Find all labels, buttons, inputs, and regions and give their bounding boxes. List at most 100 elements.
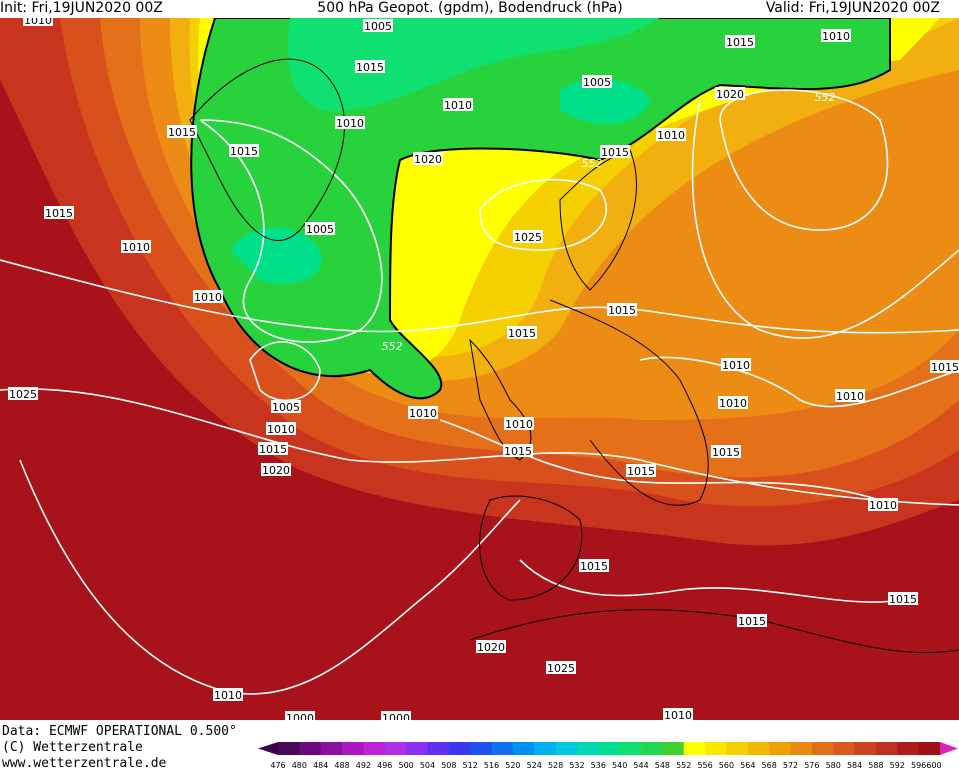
colorbar-label: 516 (484, 761, 499, 770)
isobar-label-box (930, 360, 959, 373)
isobar-label: 1015 (712, 446, 740, 459)
isobar (199, 119, 383, 343)
colorbar-swatch (427, 742, 450, 755)
isobar-label: 1015 (230, 145, 258, 158)
isobar (691, 99, 959, 339)
field-540 (560, 79, 650, 124)
colorbar-label: 528 (548, 761, 563, 770)
isobar-label-box (121, 240, 151, 253)
isobar-label-box (582, 75, 612, 88)
colorbar-label: 488 (334, 761, 349, 770)
isobar-label-box (23, 18, 53, 26)
isobar-label-box (503, 444, 533, 457)
isobar-label: 1005 (272, 401, 300, 414)
isobar-label-box (718, 396, 748, 409)
colorbar-swatch (897, 742, 920, 755)
isobar-label: 552 (582, 157, 603, 170)
colorbar-swatch (747, 742, 770, 755)
isobar (249, 341, 321, 402)
isobar-label: 1010 (836, 390, 864, 403)
isobar-label-box (513, 230, 543, 243)
colorbar-label: 508 (441, 761, 456, 770)
isobar-label-box (715, 87, 745, 100)
colorbar-label: 556 (697, 761, 712, 770)
isobar (479, 178, 607, 251)
isobar-label: 1010 (657, 129, 685, 142)
isobar-label: 1015 (931, 361, 959, 374)
isobar-label: 1025 (514, 231, 542, 244)
isobar-label: 1010 (505, 418, 533, 431)
map: 1010 1005 1015 1010 1015 1005 1015 1010 1010 1020… (0, 14, 959, 725)
isobar (0, 259, 959, 334)
website: www.wetterzentrale.de (2, 756, 167, 770)
isobar-label: 1015 (168, 126, 196, 139)
colorbar-label: 512 (463, 761, 478, 770)
isobar-label-box (355, 60, 385, 73)
isobar-label: 1010 (122, 241, 150, 254)
colorbar-swatch (662, 742, 685, 755)
isobar-label-box (835, 389, 865, 402)
colorbar-label: 480 (292, 761, 307, 770)
field-544 (287, 18, 660, 112)
isobar-label-box (737, 614, 767, 627)
isobar-label: 1010 (869, 499, 897, 512)
colorbar-label: 560 (719, 761, 734, 770)
colorbar-label: 584 (847, 761, 862, 770)
map-title: 500 hPa Geopot. (gpdm), Bodendruck (hPa) (317, 0, 622, 16)
isobar-labels: 1010 1005 1015 1010 1015 1005 1015 1010 1010 1020… (8, 14, 959, 725)
colorbar-swatch (534, 742, 557, 755)
isobar-label-box (607, 303, 637, 316)
isobar-label: 1010 (24, 14, 52, 27)
colorbar-label: 592 (890, 761, 905, 770)
isobar-label-box (363, 19, 393, 32)
colorbar-swatch (448, 742, 471, 755)
colorbar-swatch (406, 742, 428, 755)
isobar-label-box (285, 711, 315, 720)
isobar-label-box (546, 661, 576, 674)
isobar-label: 1015 (738, 615, 766, 628)
colorbar-label: 500 (398, 761, 413, 770)
init-time: Init: Fri,19JUN2020 00Z (0, 0, 163, 16)
isobar-label-box (725, 35, 755, 48)
isobar-label-box (868, 498, 898, 511)
valid-time: Valid: Fri,19JUN2020 00Z (766, 0, 940, 16)
coast-greenland (189, 58, 345, 241)
colorbar-label: 492 (356, 761, 371, 770)
isobar-label: 1020 (477, 641, 505, 654)
isobar-label: 1010 (194, 291, 222, 304)
isobar-label: 1015 (608, 304, 636, 317)
isobar (639, 356, 959, 408)
colorbar-swatch (854, 742, 877, 755)
isobar-label-box (229, 144, 259, 157)
data-source: Data: ECMWF OPERATIONAL 0.500° (2, 724, 237, 739)
colorbar-swatch (619, 742, 642, 755)
isobar-label: 1015 (508, 327, 536, 340)
isobar-label: 1015 (627, 465, 655, 478)
colorbar-swatch (363, 742, 386, 755)
colorbar-swatch (705, 742, 727, 755)
colorbar-swatch (512, 742, 535, 755)
isobar-label-box (213, 688, 243, 701)
colorbar-swatch (491, 742, 514, 755)
colorbar-label: 564 (740, 761, 755, 770)
colorbar-swatch (641, 742, 663, 755)
isobar-label: 1010 (444, 99, 472, 112)
colorbar-swatch (683, 742, 706, 755)
isobar-label: 1025 (9, 388, 37, 401)
colorbar-label: 484 (313, 761, 328, 770)
colorbar-label: 476 (270, 761, 285, 770)
isobar-label-box (381, 711, 411, 720)
isobar-label-box (305, 222, 335, 235)
isobar-label-box (821, 29, 851, 42)
isobar-label-box (266, 422, 296, 435)
isobar (19, 459, 521, 695)
isobar-label: 1020 (414, 153, 442, 166)
isobar (439, 419, 881, 501)
isobar-label-box (721, 358, 751, 371)
colorbar-label: 580 (826, 761, 841, 770)
colorbar-swatch (576, 742, 599, 755)
isobar-label-box (443, 98, 473, 111)
colorbar-swatch (726, 742, 749, 755)
isobar-label: 1000 (382, 712, 410, 725)
isobar-label: 1015 (889, 593, 917, 606)
